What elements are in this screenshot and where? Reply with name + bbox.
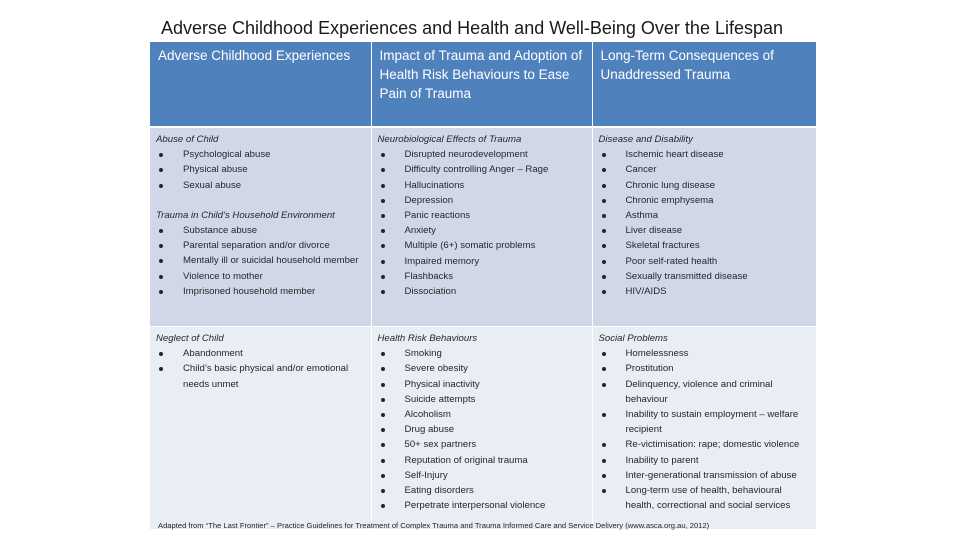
list-item: Panic reactions: [378, 208, 586, 223]
list-item: Flashbacks: [378, 269, 586, 284]
table-cell: Disease and Disability Ischemic heart di…: [592, 127, 816, 327]
section-title: Social Problems: [598, 333, 668, 344]
table-row: Neglect of Child Abandonment Child’s bas…: [150, 326, 816, 529]
list-item: Sexual abuse: [156, 178, 365, 193]
header-row: Adverse Childhood Experiences Impact of …: [150, 42, 816, 128]
list-item: Inability to sustain employment – welfar…: [599, 407, 811, 437]
section-title: Abuse of Child: [156, 134, 219, 145]
bullet-list: Smoking Severe obesity Physical inactivi…: [378, 346, 586, 513]
list-item: Physical inactivity: [378, 377, 586, 392]
list-item: Smoking: [378, 346, 586, 361]
section-title: Trauma in Child’s Household Environment: [156, 209, 335, 221]
bullet-list: Psychological abuse Physical abuse Sexua…: [156, 147, 365, 193]
list-item: Disrupted neurodevelopment: [378, 147, 586, 162]
list-item: HIV/AIDS: [599, 284, 811, 299]
table-cell: Neglect of Child Abandonment Child’s bas…: [150, 326, 372, 529]
list-item: Homelessness: [599, 346, 811, 361]
list-item: Eating disorders: [378, 483, 586, 498]
list-item: Depression: [378, 193, 586, 208]
list-item: Imprisoned household member: [156, 284, 365, 299]
list-item: Long-term use of health, behavioural hea…: [599, 483, 811, 513]
list-item: Skeletal fractures: [599, 238, 811, 253]
section-title: Neglect of Child: [156, 333, 224, 344]
list-item: Ischemic heart disease: [599, 147, 811, 162]
list-item: Abandonment: [156, 346, 365, 361]
list-item: Re-victimisation: rape; domestic violenc…: [599, 437, 811, 452]
list-item: Dissociation: [378, 284, 586, 299]
bullet-list: Disrupted neurodevelopment Difficulty co…: [378, 147, 586, 299]
list-item: Multiple (6+) somatic problems: [378, 238, 586, 253]
section-title: Health Risk Behaviours: [377, 333, 478, 344]
list-item: Child’s basic physical and/or emotional …: [156, 361, 365, 391]
column-header-consequences: Long-Term Consequences of Unaddressed Tr…: [592, 42, 816, 128]
list-item: Poor self-rated health: [599, 254, 811, 269]
column-header-ace: Adverse Childhood Experiences: [150, 42, 372, 128]
list-item: Anxiety: [378, 223, 586, 238]
list-item: Parental separation and/or divorce: [156, 238, 365, 253]
table-cell: Neurobiological Effects of Trauma Disrup…: [371, 127, 593, 327]
list-item: Chronic emphysema: [599, 193, 811, 208]
table-row: Abuse of Child Psychological abuse Physi…: [150, 127, 816, 327]
list-item: Physical abuse: [156, 162, 365, 177]
bullet-list: Substance abuse Parental separation and/…: [156, 223, 365, 299]
table-cell: Social Problems Homelessness Prostitutio…: [592, 326, 816, 529]
list-item: Cancer: [599, 162, 811, 177]
column-header-impact: Impact of Trauma and Adoption of Health …: [371, 42, 593, 128]
list-item: Severe obesity: [378, 361, 586, 376]
list-item: 50+ sex partners: [378, 437, 586, 452]
bullet-list: Homelessness Prostitution Delinquency, v…: [599, 346, 811, 513]
list-item: Difficulty controlling Anger – Rage: [378, 162, 586, 177]
section-title: Disease and Disability: [598, 134, 693, 145]
bullet-list: Abandonment Child’s basic physical and/o…: [156, 346, 365, 392]
list-item: Liver disease: [599, 223, 811, 238]
list-item: Inter-generational transmission of abuse: [599, 468, 811, 483]
list-item: Prostitution: [599, 361, 811, 376]
list-item: Mentally ill or suicidal household membe…: [156, 253, 365, 268]
list-item: Delinquency, violence and criminal behav…: [599, 377, 811, 407]
list-item: Chronic lung disease: [599, 178, 811, 193]
list-item: Inability to parent: [599, 453, 811, 468]
table-cell: Health Risk Behaviours Smoking Severe ob…: [371, 326, 593, 529]
list-item: Alcoholism: [378, 407, 586, 422]
list-item: Sexually transmitted disease: [599, 269, 811, 284]
source-footnote: Adapted from “The Last Frontier” – Pract…: [158, 521, 710, 530]
list-item: Hallucinations: [378, 178, 586, 193]
list-item: Suicide attempts: [378, 392, 586, 407]
list-item: Perpetrate interpersonal violence: [378, 498, 586, 513]
list-item: Impaired memory: [378, 254, 586, 269]
list-item: Drug abuse: [378, 422, 586, 437]
list-item: Psychological abuse: [156, 147, 365, 162]
list-item: Reputation of original trauma: [378, 453, 586, 468]
section-title: Neurobiological Effects of Trauma: [377, 134, 522, 145]
page-title: Adverse Childhood Experiences and Health…: [160, 18, 784, 38]
bullet-list: Ischemic heart disease Cancer Chronic lu…: [599, 147, 811, 299]
table-cell: Abuse of Child Psychological abuse Physi…: [150, 127, 372, 327]
list-item: Substance abuse: [156, 223, 365, 238]
ace-table: Adverse Childhood Experiences Impact of …: [150, 42, 816, 529]
list-item: Asthma: [599, 208, 811, 223]
list-item: Self-Injury: [378, 468, 586, 483]
list-item: Violence to mother: [156, 269, 365, 284]
spacer: [156, 193, 365, 208]
